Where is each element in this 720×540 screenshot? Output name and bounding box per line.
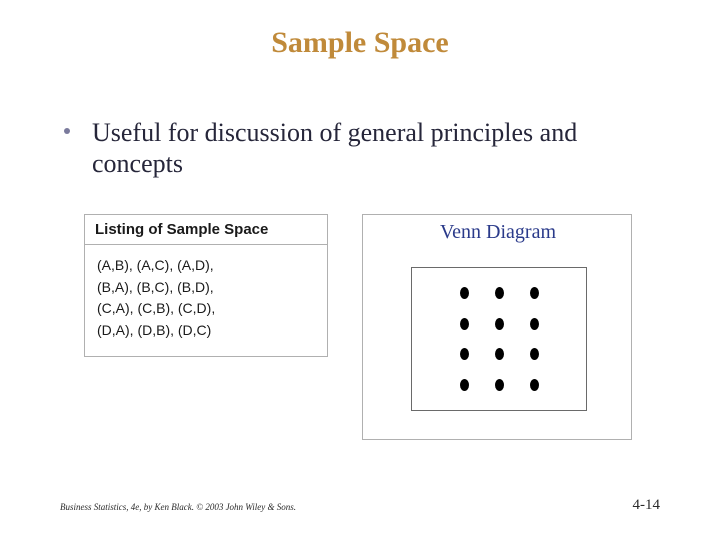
- venn-inner: [411, 267, 587, 411]
- venn-dot: [495, 348, 504, 360]
- venn-dot: [460, 318, 469, 330]
- slide-title: Sample Space: [0, 26, 720, 60]
- venn-dot: [460, 348, 469, 360]
- bullet-item: Useful for discussion of general princip…: [64, 118, 656, 179]
- venn-dot: [460, 287, 469, 299]
- page-number: 4-14: [633, 497, 661, 514]
- listing-header: Listing of Sample Space: [85, 215, 327, 245]
- listing-row: (D,A), (D,B), (D,C): [97, 320, 315, 342]
- venn-row: [460, 318, 539, 330]
- venn-dot: [495, 318, 504, 330]
- bullet-text: Useful for discussion of general princip…: [92, 118, 656, 179]
- venn-row: [460, 348, 539, 360]
- listing-row: (A,B), (A,C), (A,D),: [97, 255, 315, 277]
- footer-citation: Business Statistics, 4e, by Ken Black. ©…: [60, 502, 296, 512]
- venn-row: [460, 379, 539, 391]
- listing-row: (B,A), (B,C), (B,D),: [97, 277, 315, 299]
- listing-body: (A,B), (A,C), (A,D), (B,A), (B,C), (B,D)…: [85, 245, 327, 356]
- venn-dot: [495, 287, 504, 299]
- venn-box: Venn Diagram: [362, 214, 632, 440]
- venn-dot: [530, 379, 539, 391]
- venn-dot: [460, 379, 469, 391]
- listing-box: Listing of Sample Space (A,B), (A,C), (A…: [84, 214, 328, 357]
- venn-dot: [495, 379, 504, 391]
- venn-row: [460, 287, 539, 299]
- venn-dot: [530, 287, 539, 299]
- venn-dot: [530, 348, 539, 360]
- listing-row: (C,A), (C,B), (C,D),: [97, 298, 315, 320]
- venn-dot: [530, 318, 539, 330]
- bullet-dot: [64, 128, 70, 134]
- venn-title: Venn Diagram: [363, 221, 633, 244]
